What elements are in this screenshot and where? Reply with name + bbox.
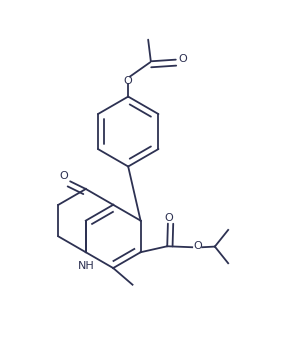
Text: O: O (164, 213, 173, 223)
Text: NH: NH (78, 261, 94, 271)
Text: O: O (124, 76, 132, 86)
Text: O: O (194, 241, 203, 251)
Text: O: O (178, 54, 187, 64)
Text: O: O (59, 171, 68, 181)
